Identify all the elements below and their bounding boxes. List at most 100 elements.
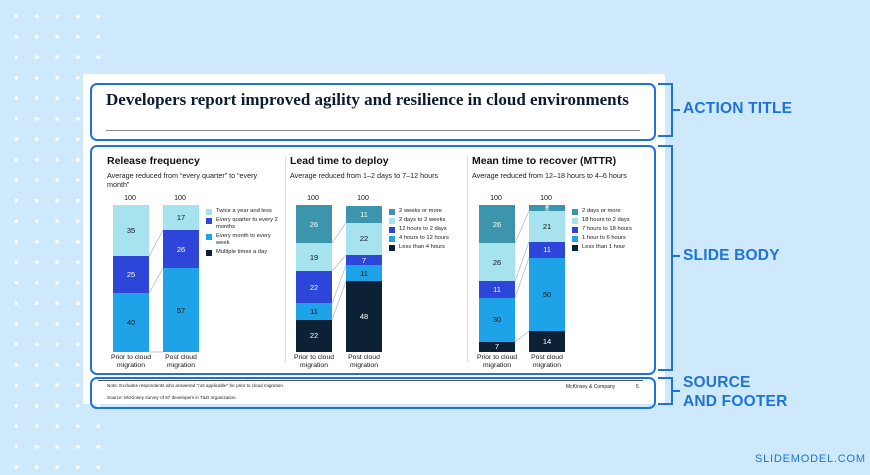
bar-segment: 19 xyxy=(296,243,332,272)
legend-label: Twice a year and less xyxy=(216,208,272,214)
bar-value-label: 48 xyxy=(359,312,369,322)
legend-label: Less than 1 hour xyxy=(582,244,626,250)
bar-segment: 25 xyxy=(113,256,149,294)
bar-total-label: 100 xyxy=(357,195,369,202)
legend-item: 2 days to 2 weeks xyxy=(389,217,464,224)
bar-value-label: 26 xyxy=(492,257,502,267)
page-number: 5 xyxy=(636,384,639,390)
legend-item: Every quarter to every 2 months xyxy=(206,217,281,231)
bar-value-label: 14 xyxy=(542,337,552,347)
bar-value-label: 17 xyxy=(176,212,186,222)
legend-label: Every quarter to every 2 months xyxy=(216,217,278,230)
bar-value-label: 7 xyxy=(361,255,367,265)
chart-title: Mean time to recover (MTTR) xyxy=(472,155,617,167)
footer-callout: AND FOOTER xyxy=(683,393,788,410)
bar-value-label: 4 xyxy=(544,204,550,211)
action-title-callout: ACTION TITLE xyxy=(683,100,793,117)
bar-segment: 22 xyxy=(296,319,332,352)
bar-value-label: 26 xyxy=(176,244,186,254)
category-label: Prior to cloud migration xyxy=(293,354,335,369)
bar-value-label: 26 xyxy=(492,219,502,229)
legend-swatch xyxy=(389,218,395,224)
bar-total-label: 100 xyxy=(490,195,502,202)
bar-segment: 35 xyxy=(113,205,149,257)
chart-legend: 2 weeks or more 2 days to 2 weeks 12 hours… xyxy=(389,208,464,253)
category-label: Post cloud migration xyxy=(531,354,563,369)
legend-item: 7 hours to 18 hours xyxy=(572,226,647,233)
legend-label: Every month to every week xyxy=(216,233,271,246)
legend-item: 18 hours to 2 days xyxy=(572,217,647,224)
bar-value-label: 19 xyxy=(309,252,319,262)
bar-total-label: 100 xyxy=(174,195,186,202)
legend-label: 2 days to 2 weeks xyxy=(399,217,446,223)
bar-value-label: 35 xyxy=(126,226,136,236)
chart-subtitle: Average reduced from 12–18 hours to 4–6 … xyxy=(472,171,627,180)
bar-segment: 7 xyxy=(346,254,382,266)
bar-value-label: 57 xyxy=(176,305,186,315)
bar-total-label: 100 xyxy=(124,195,136,202)
source-callout: SOURCE xyxy=(683,374,751,391)
bar-segment: 11 xyxy=(346,265,382,282)
slide-body-callout: SLIDE BODY xyxy=(683,247,780,264)
bar-value-label: 7 xyxy=(494,342,500,352)
legend-swatch xyxy=(206,209,212,215)
legend-swatch xyxy=(389,245,395,251)
legend-label: 4 hours to 12 hours xyxy=(399,235,449,241)
legend-label: Less than 4 hours xyxy=(399,244,446,250)
bar-segment: 11 xyxy=(346,206,382,223)
legend-label: 2 weeks or more xyxy=(399,208,442,214)
chart-divider xyxy=(467,156,468,362)
bar-value-label: 11 xyxy=(360,210,368,220)
chart-legend: 2 days or more 18 hours to 2 days 7 hours … xyxy=(572,208,647,253)
slide-title: Developers report improved agility and r… xyxy=(106,90,629,109)
title-underline xyxy=(106,130,640,131)
source-footer-frame xyxy=(90,377,656,409)
legend-item: Less than 4 hours xyxy=(389,244,464,251)
legend-label: 12 hours to 2 days xyxy=(399,226,447,232)
legend-swatch xyxy=(206,234,212,240)
chart-title: Lead time to deploy xyxy=(290,155,389,167)
legend-item: Multiple times a day xyxy=(206,249,281,256)
bar-segment: 57 xyxy=(163,268,199,352)
legend-swatch xyxy=(389,209,395,215)
bar-segment: 14 xyxy=(529,331,565,352)
chart-legend: Twice a year and less Every quarter to ev… xyxy=(206,208,281,258)
bar-segment: 26 xyxy=(296,205,332,244)
bar-total-label: 100 xyxy=(307,195,319,202)
bar-segment: 22 xyxy=(296,271,332,304)
legend-swatch xyxy=(572,245,578,251)
bar-value-label: 25 xyxy=(126,270,136,280)
bar-segment: 11 xyxy=(296,303,332,320)
bar-segment: 17 xyxy=(163,205,199,230)
bar-segment: 22 xyxy=(346,222,382,255)
legend-item: Less than 1 hour xyxy=(572,244,647,251)
chart-divider xyxy=(285,156,286,362)
legend-item: 2 weeks or more xyxy=(389,208,464,215)
bar-value-label: 11 xyxy=(310,307,318,317)
source-note: Source: McKinsey survey of 67 developers… xyxy=(107,395,236,400)
legend-item: 4 hours to 12 hours xyxy=(389,235,464,242)
bar-value-label: 50 xyxy=(542,290,552,300)
company-name: McKinsey & Company xyxy=(566,384,616,390)
bar-segment: 26 xyxy=(163,229,199,269)
bar-value-label: 11 xyxy=(493,285,501,295)
bar-segment: 21 xyxy=(529,210,565,242)
bar-value-label: 22 xyxy=(359,234,369,244)
footnote: Note: Excludes respondents who answered … xyxy=(107,383,285,388)
bar-segment: 50 xyxy=(529,257,565,332)
bar-value-label: 11 xyxy=(360,268,368,278)
bar-segment: 26 xyxy=(479,205,515,244)
bar-value-label: 40 xyxy=(126,318,136,328)
legend-item: Every month to every week xyxy=(206,233,281,247)
legend-swatch xyxy=(206,250,212,256)
bar-segment: 11 xyxy=(479,281,515,298)
bar-value-label: 30 xyxy=(492,315,502,325)
footer-rule xyxy=(98,380,643,381)
bar-value-label: 11 xyxy=(543,245,551,255)
bar-value-label: 21 xyxy=(542,221,552,231)
bar-segment: 26 xyxy=(479,243,515,282)
legend-item: 2 days or more xyxy=(572,208,647,215)
legend-label: 1 hour to 6 hours xyxy=(582,235,626,241)
legend-item: 1 hour to 6 hours xyxy=(572,235,647,242)
slide-body-frame xyxy=(90,145,656,375)
